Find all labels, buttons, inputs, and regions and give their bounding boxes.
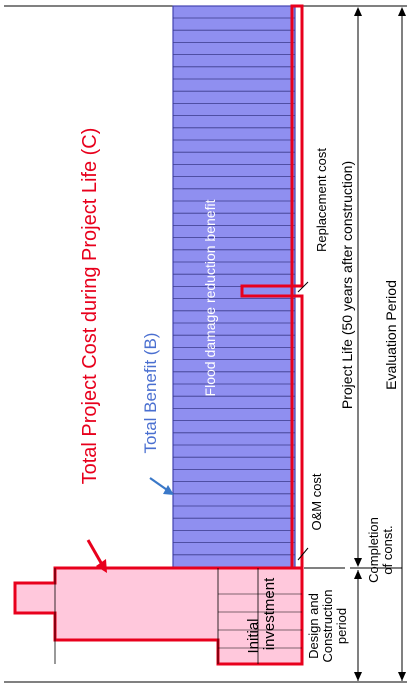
replacement-leader [297, 281, 309, 293]
total-benefit-label: Total Benefit (B) [141, 333, 160, 454]
investment-hatch-lines [218, 593, 302, 649]
project-life-arrow-top [354, 7, 362, 16]
completion-label-line2: of const. [380, 525, 395, 574]
evaluation-arrow-top [398, 7, 406, 16]
evaluation-period-label: Evaluation Period [383, 280, 399, 390]
construction-arrow-top [354, 570, 362, 579]
benefit-hatch-lines [173, 17, 295, 556]
construction-arrow-bottom [354, 672, 362, 681]
total-cost-arrowhead [96, 559, 107, 573]
design-construction-line3: period [334, 608, 349, 644]
om-cost-outline [240, 4, 304, 568]
completion-label-line1: Completion [366, 517, 381, 583]
initial-investment-line1: Initial [245, 618, 262, 653]
total-benefit-arrowhead [163, 485, 174, 495]
om-leader [297, 547, 309, 561]
evaluation-arrow-bottom [398, 672, 406, 681]
design-construction-line1: Design and [306, 593, 321, 659]
initial-investment-area [13, 566, 304, 666]
design-construction-line2: Construction [320, 590, 335, 663]
total-cost-label: Total Project Cost during Project Life (… [79, 128, 101, 485]
flood-benefit-label: Flood damage reduction benefit [202, 199, 218, 396]
project-life-arrow-bottom [354, 558, 362, 567]
initial-investment-line2: investment [261, 577, 278, 650]
project-life-label: Project Life (50 years after constructio… [339, 161, 355, 409]
replacement-cost-label: Replacement cost [314, 148, 329, 252]
om-cost-label: O&M cost [309, 473, 324, 530]
